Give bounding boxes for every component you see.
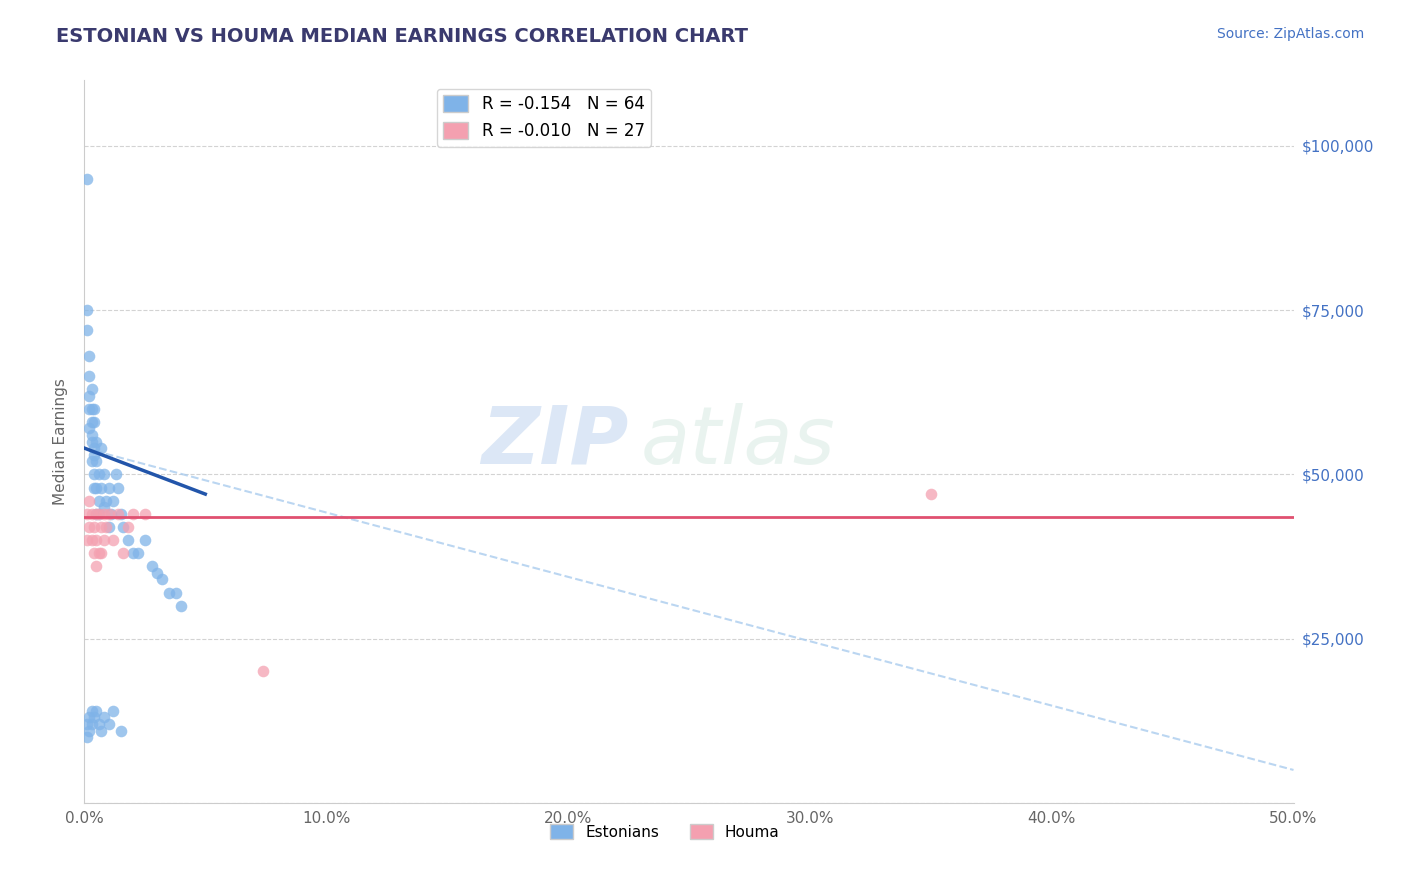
Y-axis label: Median Earnings: Median Earnings [53,378,69,505]
Point [103,704,125,718]
Point [80,434,103,449]
Point [110,507,132,521]
Point [104,467,127,482]
Point [87,467,110,482]
Point [117,533,139,547]
Point [87,507,110,521]
Point [94,520,117,534]
Point [86,481,108,495]
Point [80,507,103,521]
Point [86,454,108,468]
Point [920,487,942,501]
Point [86,434,108,449]
Point [80,533,103,547]
Point [141,559,163,574]
Point [80,401,103,416]
Point [87,546,110,560]
Point [97,507,120,521]
Point [80,717,103,731]
Point [90,723,112,738]
Point [83,467,105,482]
Point [77,520,100,534]
Point [76,533,98,547]
Point [83,448,105,462]
Point [83,481,105,495]
Point [93,500,115,515]
Point [76,507,98,521]
Point [117,520,139,534]
Point [103,493,125,508]
Point [94,493,117,508]
Point [107,507,129,521]
Point [134,507,156,521]
Point [170,599,193,613]
Point [97,481,120,495]
Point [80,704,103,718]
Point [127,546,149,560]
Point [76,717,98,731]
Point [83,546,105,560]
Point [90,520,112,534]
Point [77,723,100,738]
Legend: Estonians, Houma: Estonians, Houma [544,818,786,846]
Point [77,368,100,383]
Point [90,546,112,560]
Point [97,520,120,534]
Point [80,428,103,442]
Text: atlas: atlas [641,402,835,481]
Text: Source: ZipAtlas.com: Source: ZipAtlas.com [1216,27,1364,41]
Point [134,533,156,547]
Point [86,507,108,521]
Point [90,441,112,455]
Point [112,546,135,560]
Point [77,710,100,724]
Point [80,415,103,429]
Point [97,717,120,731]
Point [93,467,115,482]
Point [103,533,125,547]
Point [110,723,132,738]
Point [93,533,115,547]
Point [86,559,108,574]
Point [93,710,115,724]
Point [77,388,100,402]
Text: ZIP: ZIP [481,402,628,481]
Point [150,573,173,587]
Point [87,507,110,521]
Point [252,665,274,679]
Point [93,507,115,521]
Point [77,401,100,416]
Point [86,704,108,718]
Text: ESTONIAN VS HOUMA MEDIAN EARNINGS CORRELATION CHART: ESTONIAN VS HOUMA MEDIAN EARNINGS CORREL… [56,27,748,45]
Point [87,717,110,731]
Point [157,585,180,599]
Point [90,481,112,495]
Point [83,441,105,455]
Point [80,454,103,468]
Point [83,415,105,429]
Point [76,730,98,744]
Point [80,382,103,396]
Point [86,507,108,521]
Point [83,710,105,724]
Point [77,421,100,435]
Point [83,520,105,534]
Point [100,507,122,521]
Point [121,507,143,521]
Point [112,520,135,534]
Point [77,349,100,363]
Point [87,493,110,508]
Point [86,533,108,547]
Point [83,401,105,416]
Point [165,585,187,599]
Point [76,171,98,186]
Point [107,481,129,495]
Point [146,566,169,580]
Point [76,303,98,318]
Point [77,493,100,508]
Point [121,546,143,560]
Point [76,323,98,337]
